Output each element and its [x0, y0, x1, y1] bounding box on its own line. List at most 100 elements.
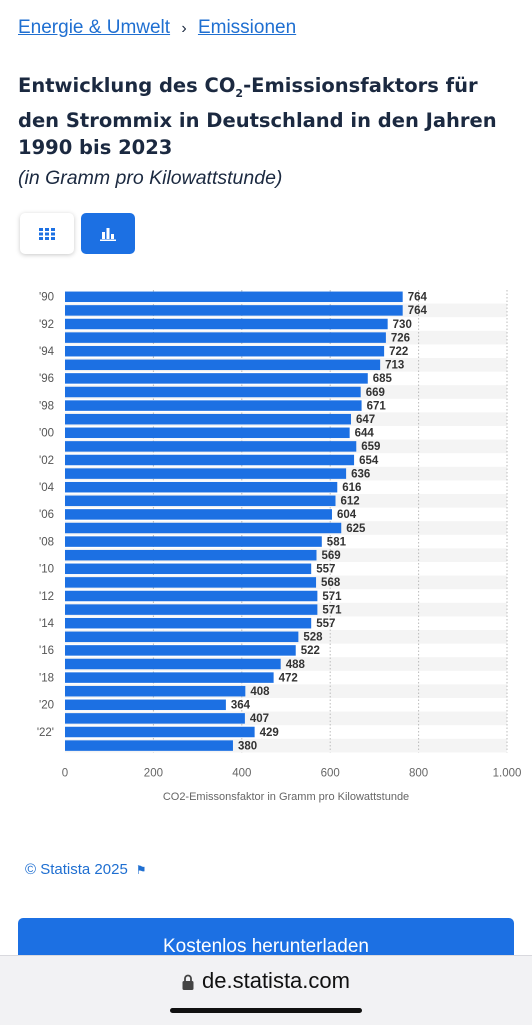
x-axis-label: CO2-Emissonsfaktor in Gramm pro Kilowatt… — [163, 791, 409, 803]
bar-value-label: 429 — [260, 727, 279, 739]
x-tick-label: 1.000 — [493, 767, 522, 779]
category-label: '02 — [39, 455, 54, 467]
category-label: '04 — [39, 482, 55, 494]
bar[interactable] — [65, 713, 245, 724]
title-part1: Entwicklung des CO — [18, 74, 236, 97]
bar[interactable] — [65, 726, 255, 738]
url-text: de.statista.com — [202, 968, 350, 993]
bar-chart: 7647647307267227136856696716476446596546… — [37, 290, 522, 803]
copyright-text: © Statista 2025 — [25, 861, 128, 878]
breadcrumb-separator: › — [181, 20, 187, 37]
bar[interactable] — [65, 509, 332, 520]
category-label: '10 — [39, 564, 54, 576]
bar-value-label: 571 — [322, 591, 342, 603]
x-tick-label: 400 — [232, 767, 251, 779]
bar[interactable] — [65, 577, 317, 588]
bar-value-label: 713 — [385, 360, 404, 372]
bar-value-label: 644 — [355, 428, 375, 440]
bar-value-label: 612 — [341, 496, 360, 508]
page-subtitle: (in Gramm pro Kilowattstunde) — [18, 167, 283, 189]
x-tick-label: 800 — [409, 767, 428, 779]
bar[interactable] — [65, 604, 318, 615]
bar[interactable] — [65, 631, 299, 643]
copyright-link[interactable]: © Statista 2025 ⚑ — [25, 861, 147, 878]
category-label: '92 — [39, 319, 54, 331]
category-label: '12 — [39, 591, 54, 603]
category-label: '96 — [39, 373, 54, 385]
bar[interactable] — [65, 454, 355, 466]
bar-value-label: 669 — [366, 387, 385, 399]
category-label: '14 — [39, 618, 55, 630]
bar-value-label: 722 — [389, 346, 408, 358]
bar[interactable] — [65, 441, 357, 452]
category-label: '98 — [39, 400, 54, 412]
category-label: '08 — [39, 536, 54, 548]
category-label: '16 — [39, 645, 54, 657]
bar-value-label: 528 — [303, 632, 323, 644]
bar[interactable] — [65, 481, 338, 493]
grid-icon — [39, 227, 55, 240]
x-tick-label: 600 — [321, 767, 340, 779]
bar-value-label: 604 — [337, 509, 357, 521]
bar[interactable] — [65, 522, 342, 534]
bar[interactable] — [65, 699, 226, 711]
page-title: Entwicklung des CO2-Emissionsfaktors für… — [18, 72, 518, 161]
bar-value-label: 364 — [231, 700, 251, 712]
breadcrumb-link-energie[interactable]: Energie & Umwelt — [18, 17, 171, 38]
bar-value-label: 407 — [250, 713, 269, 725]
title-part2: -Emissionsfaktors für den Strommix in De… — [18, 74, 497, 159]
bar-value-label: 671 — [367, 400, 387, 412]
bar[interactable] — [65, 658, 281, 670]
bar[interactable] — [65, 536, 322, 547]
bar[interactable] — [65, 427, 350, 439]
bar-value-label: 472 — [279, 672, 298, 684]
bar[interactable] — [65, 318, 388, 330]
flag-icon: ⚑ — [135, 863, 147, 877]
bar-value-label: 380 — [238, 740, 257, 752]
lock-icon — [182, 974, 194, 990]
bar[interactable] — [65, 291, 403, 303]
bar[interactable] — [65, 345, 385, 357]
bar-value-label: 659 — [361, 441, 380, 453]
bar[interactable] — [65, 590, 318, 602]
bar[interactable] — [65, 373, 368, 384]
category-label: '90 — [39, 292, 54, 304]
table-view-button[interactable] — [20, 213, 74, 254]
browser-url-bar[interactable]: de.statista.com — [0, 955, 532, 1025]
bar-value-label: 557 — [316, 564, 335, 576]
bar[interactable] — [65, 549, 317, 561]
bar-value-label: 568 — [321, 577, 341, 589]
bar[interactable] — [65, 563, 312, 575]
url-display[interactable]: de.statista.com — [0, 968, 532, 994]
bar[interactable] — [65, 672, 274, 683]
category-label: '20 — [39, 700, 54, 712]
bar[interactable] — [65, 400, 362, 411]
bar[interactable] — [65, 645, 296, 656]
bar[interactable] — [65, 740, 233, 751]
bar-value-label: 647 — [356, 414, 375, 426]
bar-value-label: 522 — [301, 645, 320, 657]
bar[interactable] — [65, 495, 336, 507]
bar[interactable] — [65, 468, 347, 479]
bar[interactable] — [65, 305, 403, 316]
bar-value-label: 764 — [408, 305, 428, 317]
breadcrumb-link-emissionen[interactable]: Emissionen — [197, 17, 297, 38]
chart-view-button[interactable] — [81, 213, 135, 254]
bar-value-label: 654 — [359, 455, 379, 467]
bar[interactable] — [65, 685, 246, 697]
bar[interactable] — [65, 359, 381, 371]
category-label: '94 — [39, 346, 55, 358]
bar-value-label: 685 — [373, 373, 393, 385]
bar-value-label: 571 — [322, 604, 342, 616]
bar-value-label: 636 — [351, 468, 370, 480]
bar[interactable] — [65, 413, 351, 425]
bar-value-label: 726 — [391, 332, 410, 344]
bar[interactable] — [65, 386, 361, 398]
home-indicator — [170, 1008, 362, 1013]
bar[interactable] — [65, 617, 312, 629]
bar-value-label: 730 — [393, 319, 412, 331]
category-label: '18 — [39, 672, 54, 684]
bar[interactable] — [65, 332, 386, 343]
bar-value-label: 625 — [346, 523, 366, 535]
bar-value-label: 581 — [327, 536, 347, 548]
